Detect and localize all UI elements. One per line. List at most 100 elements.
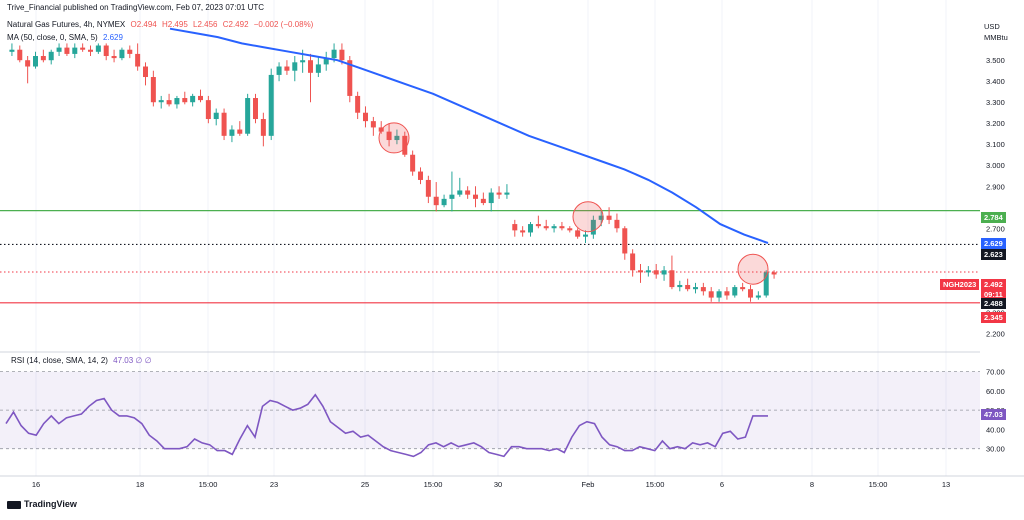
candle <box>763 270 769 298</box>
time-tick-label: 16 <box>32 480 40 489</box>
price-tick-label: 3.500 <box>986 56 1005 65</box>
candle <box>48 49 54 65</box>
ask-line-badge: 2.488 <box>981 298 1006 309</box>
time-tick-label: 15:00 <box>646 480 665 489</box>
candle <box>716 289 722 302</box>
candle-body <box>150 77 156 103</box>
symbol-tag[interactable]: NGH2023 <box>940 279 980 290</box>
candle-body <box>693 287 698 290</box>
candle-body <box>755 295 761 298</box>
candle-body <box>363 112 368 122</box>
candle <box>166 93 172 107</box>
candle-body <box>465 190 471 195</box>
candle <box>237 121 243 136</box>
candle <box>504 184 510 199</box>
time-tick-label: 15:00 <box>424 480 443 489</box>
candle <box>606 207 612 225</box>
candle <box>512 219 518 237</box>
candle-body <box>323 58 329 65</box>
candle-body <box>17 49 23 61</box>
candle <box>418 167 423 185</box>
candle-body <box>740 287 746 290</box>
candle <box>17 45 23 63</box>
time-tick-label: 15:00 <box>869 480 888 489</box>
candle <box>638 263 643 283</box>
countdown-badge: 09:11 <box>981 289 1006 300</box>
candle-body <box>33 56 38 67</box>
rsi-tick-label: 30.00 <box>986 445 1005 454</box>
footer-brand[interactable]: TradingView <box>7 499 80 509</box>
candle-body <box>457 190 463 195</box>
candle-body <box>614 219 620 229</box>
candle-body <box>347 60 353 96</box>
brand-label: TradingView <box>24 499 77 509</box>
candle <box>190 93 196 107</box>
candle-body <box>135 53 141 67</box>
candle-body <box>25 60 31 67</box>
candle-body <box>64 47 70 54</box>
candle-body <box>111 56 117 59</box>
candle <box>245 93 251 136</box>
candle <box>410 150 416 176</box>
candle-body <box>520 230 526 233</box>
time-tick-label: 23 <box>270 480 278 489</box>
candle-body <box>402 135 408 155</box>
candle <box>685 278 691 292</box>
candle-body <box>567 228 573 231</box>
candle-body <box>473 194 478 199</box>
candle-body <box>716 291 722 298</box>
candle-body <box>425 179 431 197</box>
candle-body <box>622 228 628 254</box>
price-tick-label: 3.400 <box>986 77 1005 86</box>
candle <box>535 215 541 229</box>
candle <box>40 49 46 63</box>
candle-body <box>308 60 313 73</box>
candle-body <box>638 270 643 273</box>
rsi-legend[interactable]: RSI (14, close, SMA, 14, 2) 47.03 ∅ ∅ <box>11 356 155 365</box>
candle <box>653 263 659 279</box>
candle-body <box>182 98 188 103</box>
candle <box>748 284 753 302</box>
candle-body <box>260 119 266 136</box>
candle <box>292 56 298 82</box>
candle-body <box>190 95 196 103</box>
candle <box>473 186 478 208</box>
rsi-tick-label: 40.00 <box>986 425 1005 434</box>
candle <box>449 171 455 212</box>
ma-value: 2.629 <box>102 33 123 42</box>
rsi-line <box>5 393 768 458</box>
candle <box>198 89 203 103</box>
time-tick-label: 8 <box>810 480 814 489</box>
candle-body <box>661 270 667 275</box>
rsi-label: RSI (14, close, SMA, 14, 2) <box>11 356 108 365</box>
time-tick-label: 18 <box>136 480 144 489</box>
candle-body <box>339 49 345 61</box>
tradingview-logo-icon <box>7 500 21 509</box>
time-tick-label: Feb <box>582 480 595 489</box>
price-tick-label: 3.000 <box>986 161 1005 170</box>
candle <box>551 224 557 233</box>
candle-body <box>276 66 282 75</box>
candle-body <box>9 49 15 52</box>
rsi-badge: 47.03 <box>981 409 1006 420</box>
symbol-label[interactable]: Natural Gas Futures, 4h, NYMEX <box>7 20 126 29</box>
ma-legend[interactable]: MA (50, close, 0, SMA, 5) 2.629 <box>7 33 126 42</box>
candle <box>260 112 266 147</box>
candle <box>386 123 392 147</box>
candle-body <box>95 45 101 52</box>
candle-body <box>559 226 565 229</box>
candle <box>355 91 361 120</box>
candle <box>740 282 746 292</box>
rsi-value: 47.03 ∅ ∅ <box>113 356 152 365</box>
candle <box>575 228 581 239</box>
candle <box>645 266 651 277</box>
candle <box>9 43 15 57</box>
candle-body <box>386 131 392 141</box>
candle-body <box>40 56 46 61</box>
candle-body <box>575 230 581 237</box>
candle <box>253 93 258 124</box>
candle-body <box>645 270 651 273</box>
candle <box>614 213 620 233</box>
candle <box>64 43 70 57</box>
